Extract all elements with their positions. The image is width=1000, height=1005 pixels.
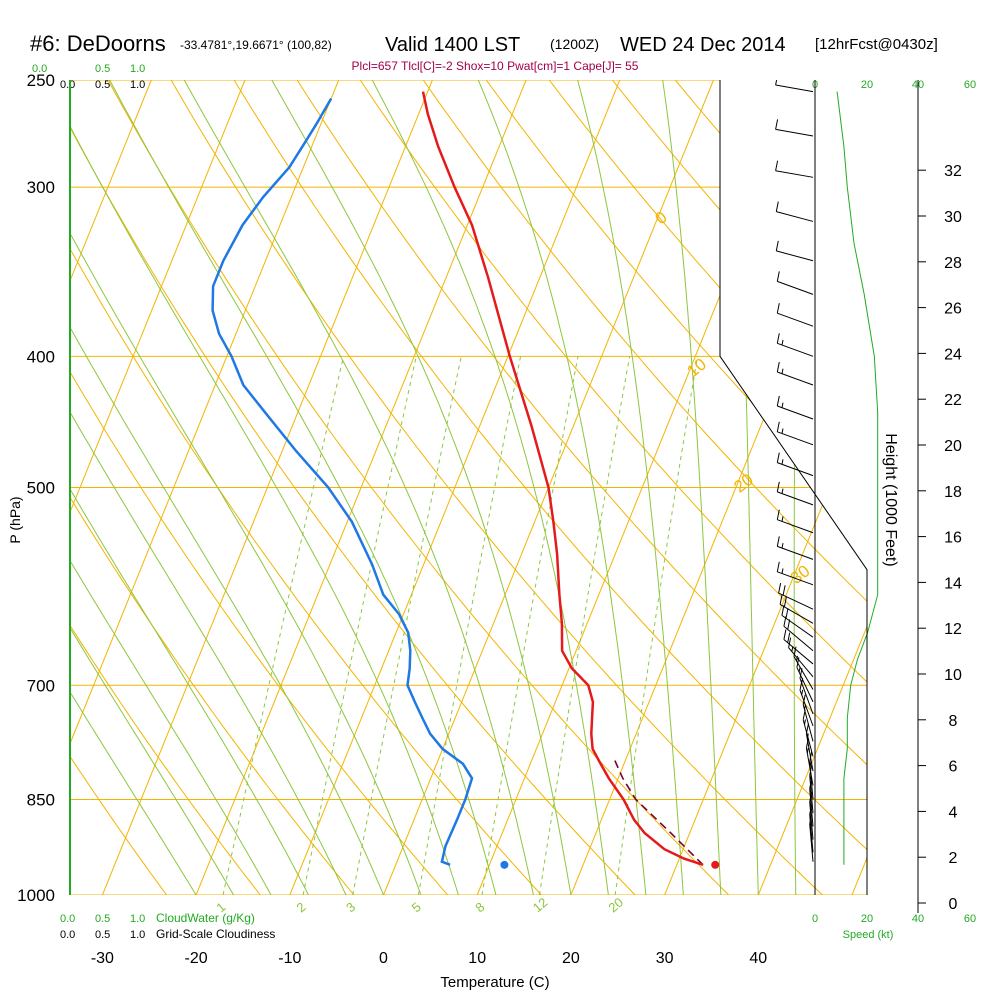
pressure-tick-label: 400	[27, 347, 55, 366]
height-tick-label: 20	[944, 438, 962, 455]
speed-bot-label-1: 20	[861, 913, 873, 925]
cloudiness-title: Grid-Scale Cloudiness	[156, 927, 275, 941]
top-cw-label-2: 1.0	[130, 63, 145, 75]
temperature-tick-label: -20	[185, 950, 208, 967]
height-tick-label: 12	[944, 621, 962, 638]
speed-top-label-3: 60	[964, 79, 976, 91]
speed-top-label-1: 20	[861, 79, 873, 91]
temperature-tick-label: -30	[91, 950, 114, 967]
temperature-tick-label: 40	[749, 950, 767, 967]
valid-date: WED 24 Dec 2014	[620, 34, 786, 56]
bot-cw-label-2: 1.0	[130, 913, 145, 925]
temperature-tick-label: 20	[562, 950, 580, 967]
forecast-label: [12hrFcst@0430z]	[815, 36, 938, 53]
height-tick-label: 32	[944, 163, 962, 180]
station-coords: -33.4781°,19.6671° (100,82)	[180, 38, 332, 52]
speed-axis-title: Speed (kt)	[843, 929, 894, 941]
height-tick-label: 14	[944, 575, 962, 592]
height-tick-label: 26	[944, 301, 962, 318]
top-cw-label-1: 0.5	[95, 63, 110, 75]
y-axis-title: P (hPa)	[7, 496, 23, 543]
pressure-tick-label: 700	[27, 676, 55, 695]
temperature-tick-label: 10	[468, 950, 486, 967]
surface-dewpoint-dot	[500, 861, 508, 869]
bot-cw-label-0: 0.0	[60, 913, 75, 925]
pressure-tick-label: 850	[27, 790, 55, 809]
speed-bot-label-2: 40	[912, 913, 924, 925]
bot-cl-label-0: 0.0	[60, 929, 75, 941]
bot-cl-label-1: 0.5	[95, 929, 110, 941]
height-tick-label: 4	[949, 804, 958, 821]
height-tick-label: 28	[944, 255, 962, 272]
height-tick-label: 6	[949, 759, 958, 776]
x-axis-title: Temperature (C)	[440, 974, 549, 991]
top-cl-label-0: 0.0	[60, 79, 75, 91]
height-tick-label: 8	[949, 713, 958, 730]
top-cl-label-2: 1.0	[130, 79, 145, 91]
height-tick-label: 22	[944, 392, 962, 409]
speed-bot-label-3: 60	[964, 913, 976, 925]
y2-axis-title: Height (1000 Feet)	[882, 433, 899, 566]
cloudwater-title: CloudWater (g/Kg)	[156, 911, 255, 925]
station-title: #6: DeDoorns	[30, 31, 166, 56]
speed-bot-label-0: 0	[812, 913, 818, 925]
pressure-tick-label: 250	[27, 71, 55, 90]
height-tick-label: 30	[944, 209, 962, 226]
pressure-tick-label: 300	[27, 178, 55, 197]
temperature-tick-label: 0	[379, 950, 388, 967]
bot-cw-label-1: 0.5	[95, 913, 110, 925]
temperature-tick-label: -10	[278, 950, 301, 967]
bot-cl-label-2: 1.0	[130, 929, 145, 941]
height-tick-label: 18	[944, 484, 962, 501]
height-tick-label: 10	[944, 667, 962, 684]
pressure-tick-label: 1000	[17, 886, 55, 905]
surface-temperature-dot	[711, 861, 719, 869]
pressure-tick-label: 500	[27, 479, 55, 498]
height-tick-label: 2	[949, 850, 958, 867]
height-tick-label: 0	[949, 896, 958, 913]
sounding-params: Plcl=657 Tlcl[C]=-2 Shox=10 Pwat[cm]=1 C…	[352, 59, 639, 73]
valid-time: Valid 1400 LST	[385, 34, 520, 56]
zulu-time: (1200Z)	[550, 36, 599, 52]
height-tick-label: 16	[944, 530, 962, 547]
top-cloudiness-scale: 0.0 0.5 1.0	[60, 79, 145, 91]
height-tick-label: 24	[944, 346, 962, 363]
temperature-tick-label: 30	[656, 950, 674, 967]
